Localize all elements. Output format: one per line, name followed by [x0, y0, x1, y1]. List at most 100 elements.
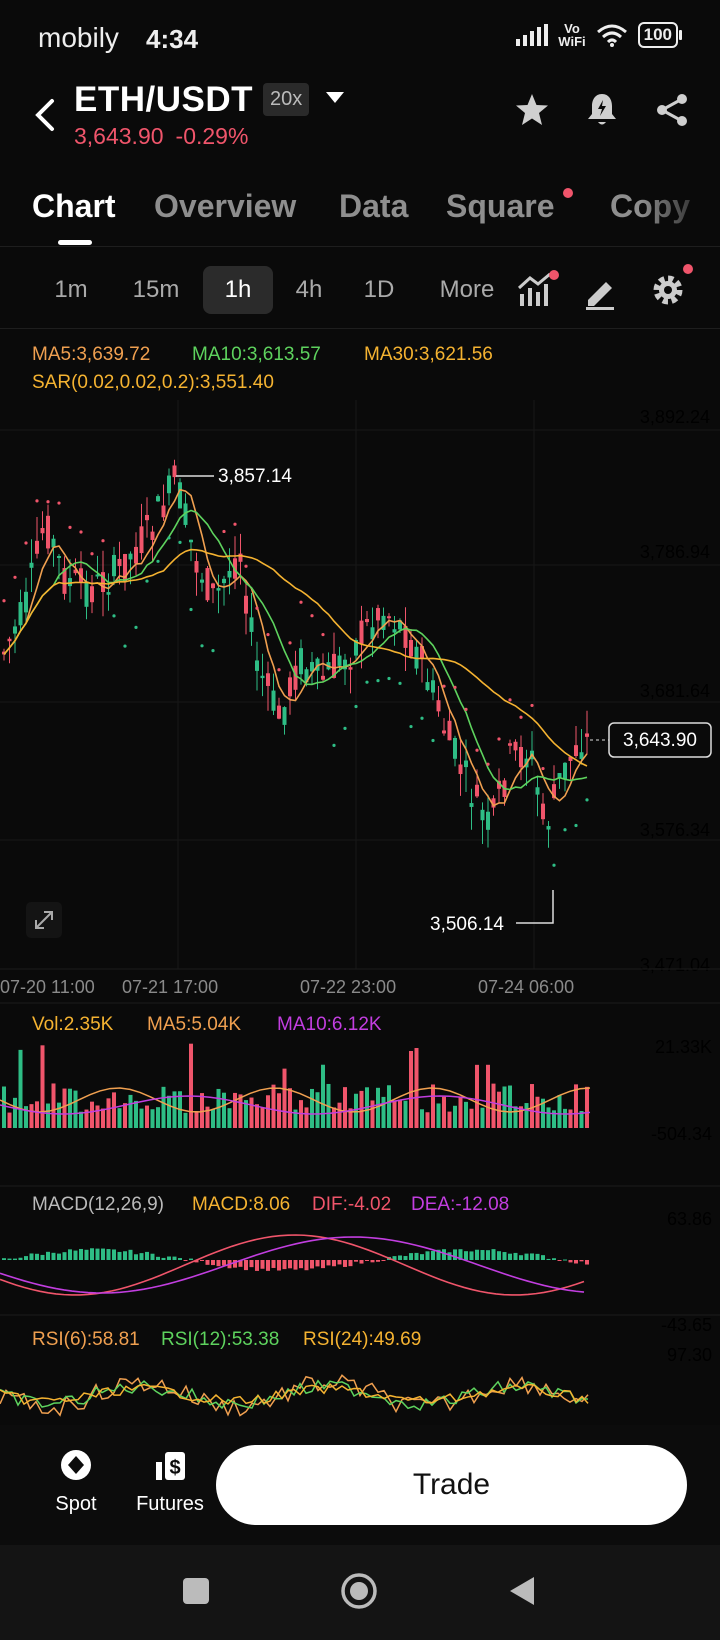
- macd-bar: [354, 1260, 358, 1262]
- sar-dot: [420, 716, 424, 720]
- ma-lines: [3, 488, 588, 807]
- candle-body: [546, 826, 551, 830]
- macd-bar: [145, 1251, 149, 1260]
- candle-body: [497, 780, 501, 789]
- candle-body: [535, 787, 540, 795]
- candlestick-chart[interactable]: MA5:3,639.72 MA10:3,613.57 MA30:3,621.56…: [0, 330, 720, 1425]
- candle-body: [508, 743, 512, 746]
- macd-bar: [282, 1260, 287, 1270]
- macd-bar: [486, 1250, 490, 1260]
- settings-gear-icon[interactable]: [648, 270, 688, 310]
- candle-body: [7, 638, 12, 642]
- macd-bar: [563, 1259, 567, 1261]
- status-time: 4:34: [146, 24, 199, 54]
- candle-body: [458, 764, 463, 775]
- macd-bar: [447, 1252, 452, 1260]
- candle-body: [299, 648, 303, 675]
- rsi12-legend: RSI(12):53.38: [161, 1329, 279, 1350]
- leverage-badge[interactable]: 20x: [263, 83, 310, 116]
- volume-bar: [24, 1106, 28, 1128]
- recents-square-icon[interactable]: [182, 1577, 210, 1605]
- macd-bar: [343, 1260, 347, 1267]
- chevron-down-icon[interactable]: [326, 90, 344, 104]
- candle-body: [414, 646, 419, 669]
- candle-body: [106, 592, 111, 595]
- volume-legend: Vol:2.35K: [32, 1014, 114, 1035]
- macd-bar: [62, 1252, 67, 1260]
- back-triangle-icon[interactable]: [508, 1575, 536, 1607]
- settings-dot: [683, 264, 693, 274]
- pair-title[interactable]: ETH/USDT: [74, 80, 253, 119]
- candle-body: [117, 558, 122, 567]
- candle-body: [431, 680, 435, 693]
- macd-bar: [172, 1256, 177, 1260]
- sar-dot: [288, 641, 292, 645]
- sar-dot: [244, 564, 248, 568]
- candle-body: [73, 569, 78, 574]
- spot-button[interactable]: Spot: [48, 1445, 104, 1516]
- sar-dot: [354, 704, 358, 709]
- price-tick: 3,576.34: [640, 820, 710, 840]
- sar-dot: [222, 529, 226, 534]
- candle-body: [425, 682, 430, 691]
- indicators-icon[interactable]: [516, 270, 556, 310]
- share-icon[interactable]: [652, 90, 692, 130]
- wifi-icon: [596, 24, 627, 47]
- macd-bar: [57, 1253, 61, 1260]
- tab-chart[interactable]: Chart: [32, 188, 116, 224]
- candle-body: [178, 482, 182, 509]
- volume-bars: [0, 1043, 591, 1128]
- volume-bar: [211, 1109, 215, 1128]
- favorite-star-icon[interactable]: [512, 90, 552, 130]
- macd-bar: [304, 1260, 309, 1271]
- sar-dot: [112, 614, 116, 618]
- fullscreen-expand-icon[interactable]: [26, 902, 62, 938]
- back-arrow-icon[interactable]: [30, 95, 60, 135]
- svg-text:$: $: [169, 1457, 180, 1479]
- sar-dot: [299, 600, 303, 604]
- interval-more[interactable]: More: [439, 276, 495, 303]
- tab-square[interactable]: Square: [446, 188, 555, 224]
- futures-button[interactable]: $ Futures: [132, 1445, 208, 1516]
- candle-body: [266, 673, 270, 686]
- volume-bar: [51, 1083, 56, 1128]
- main-tabs: Chart Overview Data Square Copy: [0, 176, 720, 247]
- notification-dot: [563, 188, 573, 198]
- rsi-lines: [0, 1374, 589, 1417]
- volume-bar: [40, 1045, 45, 1128]
- sar-dot: [277, 668, 281, 672]
- volume-bar: [552, 1110, 556, 1128]
- macd-bar: [51, 1252, 56, 1260]
- macd-bar: [425, 1251, 430, 1260]
- trade-button[interactable]: Trade: [216, 1445, 687, 1525]
- macd-bar: [156, 1256, 160, 1260]
- sar-dot: [563, 828, 567, 832]
- sar-dot: [387, 676, 391, 681]
- candle-body: [68, 578, 72, 587]
- candle-body: [167, 475, 171, 494]
- sar-dot: [552, 863, 556, 867]
- draw-pen-icon[interactable]: [580, 270, 620, 310]
- interval-1d[interactable]: 1D: [363, 276, 395, 303]
- candle-body: [112, 554, 116, 577]
- candle-body: [409, 639, 413, 657]
- candle-body: [403, 626, 408, 648]
- interval-1h[interactable]: 1h: [203, 266, 273, 314]
- interval-15m[interactable]: 15m: [132, 276, 180, 303]
- interval-1m[interactable]: 1m: [54, 276, 88, 303]
- price-alert-bell-icon[interactable]: [582, 90, 622, 130]
- macd-bar: [376, 1260, 380, 1262]
- tab-overview[interactable]: Overview: [154, 188, 297, 224]
- candle-body: [557, 773, 562, 778]
- macd-bar: [238, 1260, 243, 1267]
- volume-bar: [145, 1105, 149, 1128]
- macd-bar: [150, 1253, 155, 1260]
- sar-dot: [57, 501, 61, 505]
- interval-4h[interactable]: 4h: [295, 276, 323, 303]
- candle-body: [304, 669, 309, 683]
- home-circle-icon[interactable]: [340, 1572, 378, 1610]
- macd-bar: [552, 1258, 556, 1260]
- tab-data[interactable]: Data: [339, 188, 409, 224]
- volume-bar: [238, 1094, 243, 1128]
- candle-body: [310, 662, 314, 672]
